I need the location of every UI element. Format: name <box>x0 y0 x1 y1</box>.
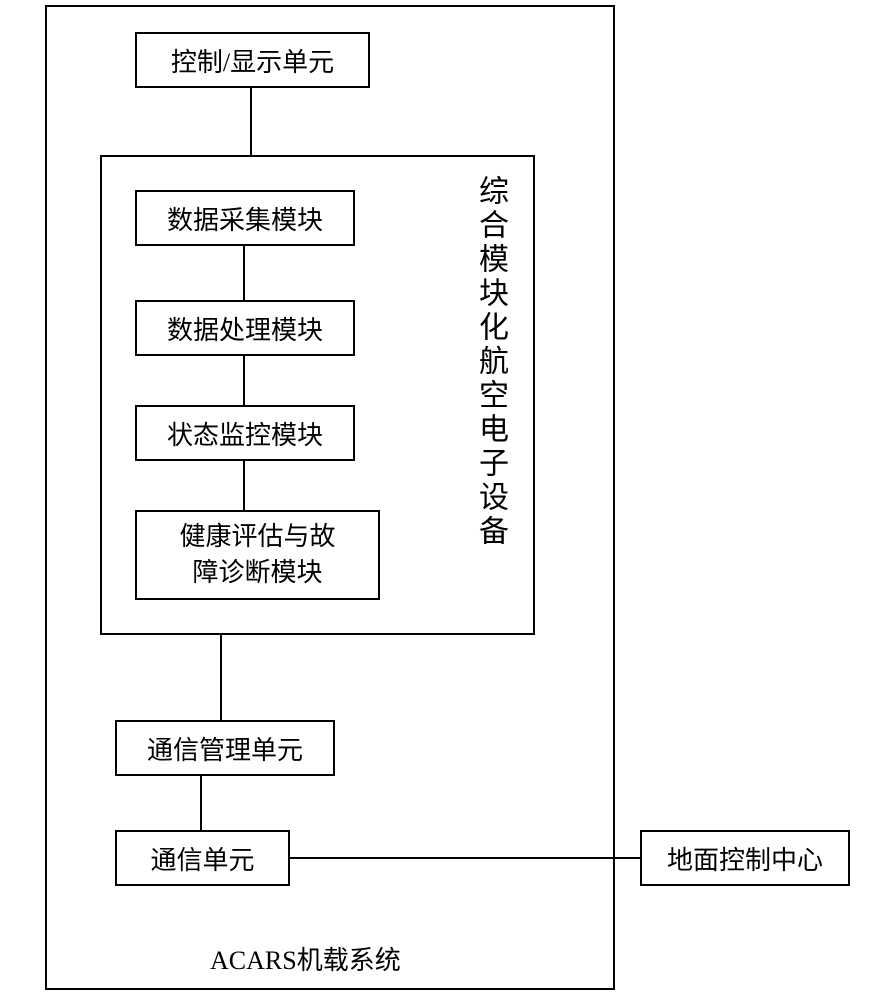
data-collection-label: 数据采集模块 <box>167 200 323 237</box>
connector-line <box>243 246 245 300</box>
comm-mgmt-unit: 通信管理单元 <box>115 720 335 776</box>
comm-unit: 通信单元 <box>115 830 290 886</box>
ground-control-center: 地面控制中心 <box>640 830 850 886</box>
data-collection-module: 数据采集模块 <box>135 190 355 246</box>
health-assessment-label: 健康评估与故障诊断模块 <box>179 519 335 592</box>
comm-unit-label: 通信单元 <box>150 840 254 877</box>
control-display-unit: 控制/显示单元 <box>135 32 370 88</box>
connector-line <box>243 356 245 405</box>
data-processing-module: 数据处理模块 <box>135 300 355 356</box>
connector-line <box>200 776 202 830</box>
acars-system-label: ACARS机载系统 <box>210 940 401 977</box>
comm-mgmt-label: 通信管理单元 <box>147 730 303 767</box>
control-display-label: 控制/显示单元 <box>171 42 334 79</box>
connector-line <box>220 635 222 720</box>
connector-line <box>290 857 640 859</box>
state-monitoring-module: 状态监控模块 <box>135 405 355 461</box>
health-assessment-module: 健康评估与故障诊断模块 <box>135 510 380 600</box>
state-monitoring-label: 状态监控模块 <box>167 415 323 452</box>
connector-line <box>243 461 245 510</box>
data-processing-label: 数据处理模块 <box>167 310 323 347</box>
avionics-vertical-label: 综合模块化航空电子设备 <box>468 175 512 549</box>
connector-line <box>250 88 252 155</box>
ground-control-label: 地面控制中心 <box>667 840 823 877</box>
